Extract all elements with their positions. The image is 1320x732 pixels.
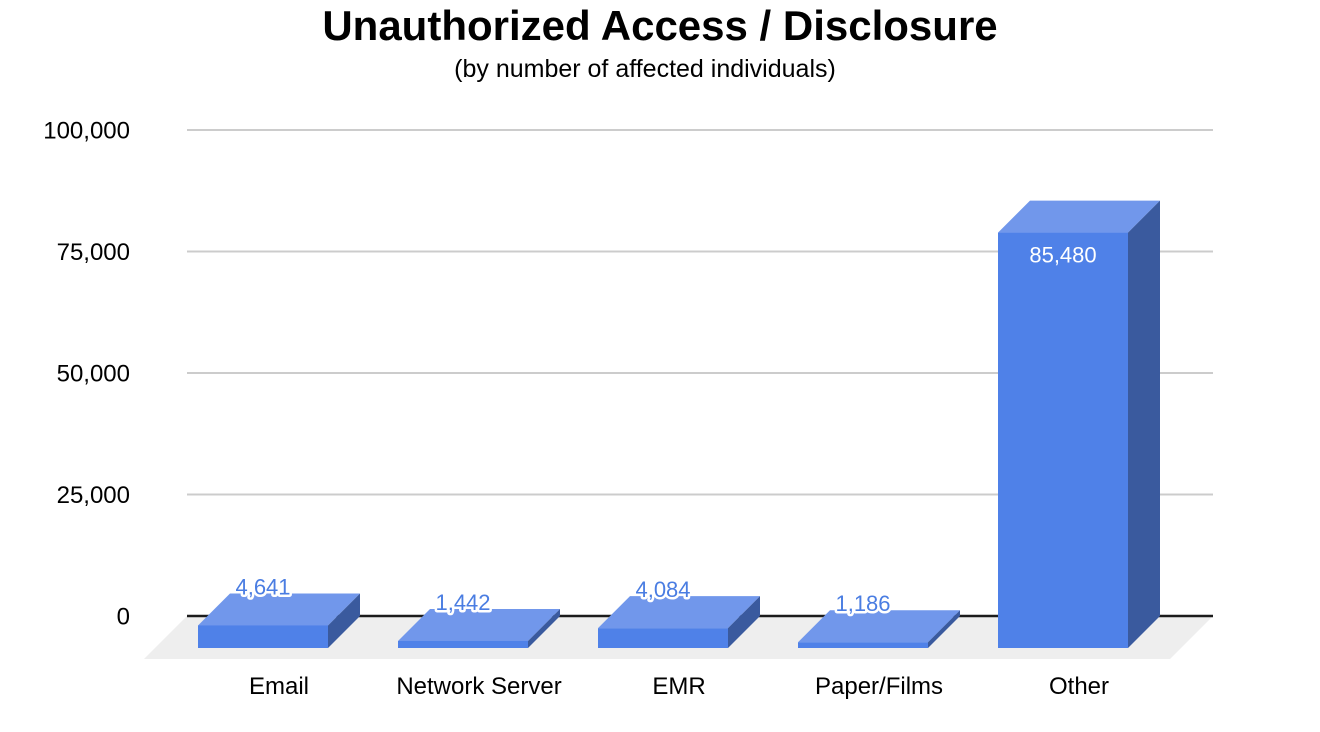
y-axis-tick-label: 50,000 [57, 361, 130, 388]
y-axis-tick-label: 0 [117, 604, 130, 631]
value-label: 85,480 [1029, 243, 1096, 268]
value-label: 1,186 [835, 591, 890, 616]
bar-side-face [328, 593, 360, 648]
bar-front-face [998, 232, 1128, 648]
bar-paper-films[interactable]: 1,186 [798, 589, 960, 648]
bar-other[interactable]: 85,480 [998, 200, 1160, 648]
bar-front-face [398, 640, 528, 648]
category-label-emr: EMR [652, 673, 705, 700]
bar-top-face [398, 608, 560, 641]
bar-top-face [798, 610, 960, 643]
bar-side-face [1128, 200, 1160, 648]
y-axis-tick-label: 75,000 [57, 239, 130, 266]
bar-front-face [198, 625, 328, 648]
bar-front-face [798, 642, 928, 648]
chart-subtitle: (by number of affected individuals) [454, 55, 836, 83]
y-axis-tick-label: 100,000 [43, 118, 130, 145]
bar-network-server[interactable]: 1,442 [398, 587, 560, 648]
value-label: 1,442 [435, 590, 490, 615]
category-label-other: Other [1049, 673, 1109, 700]
bar-top-face [598, 596, 760, 629]
bar-side-face [928, 610, 960, 648]
category-label-paper-films: Paper/Films [815, 673, 943, 700]
value-label: 4,084 [635, 577, 690, 602]
value-label: 4,641 [235, 574, 290, 599]
bar-front-face [598, 628, 728, 648]
bar-top-face [198, 593, 360, 626]
bar-side-face [728, 596, 760, 648]
bar-side-face [528, 608, 560, 648]
category-label-network-server: Network Server [396, 673, 561, 700]
bar-emr[interactable]: 4,084 [598, 575, 760, 648]
category-label-email: Email [249, 673, 309, 700]
bar-top-face [998, 200, 1160, 233]
bar-email[interactable]: 4,641 [198, 572, 360, 648]
y-axis-tick-label: 25,000 [57, 482, 130, 509]
chart-title: Unauthorized Access / Disclosure [322, 2, 998, 49]
